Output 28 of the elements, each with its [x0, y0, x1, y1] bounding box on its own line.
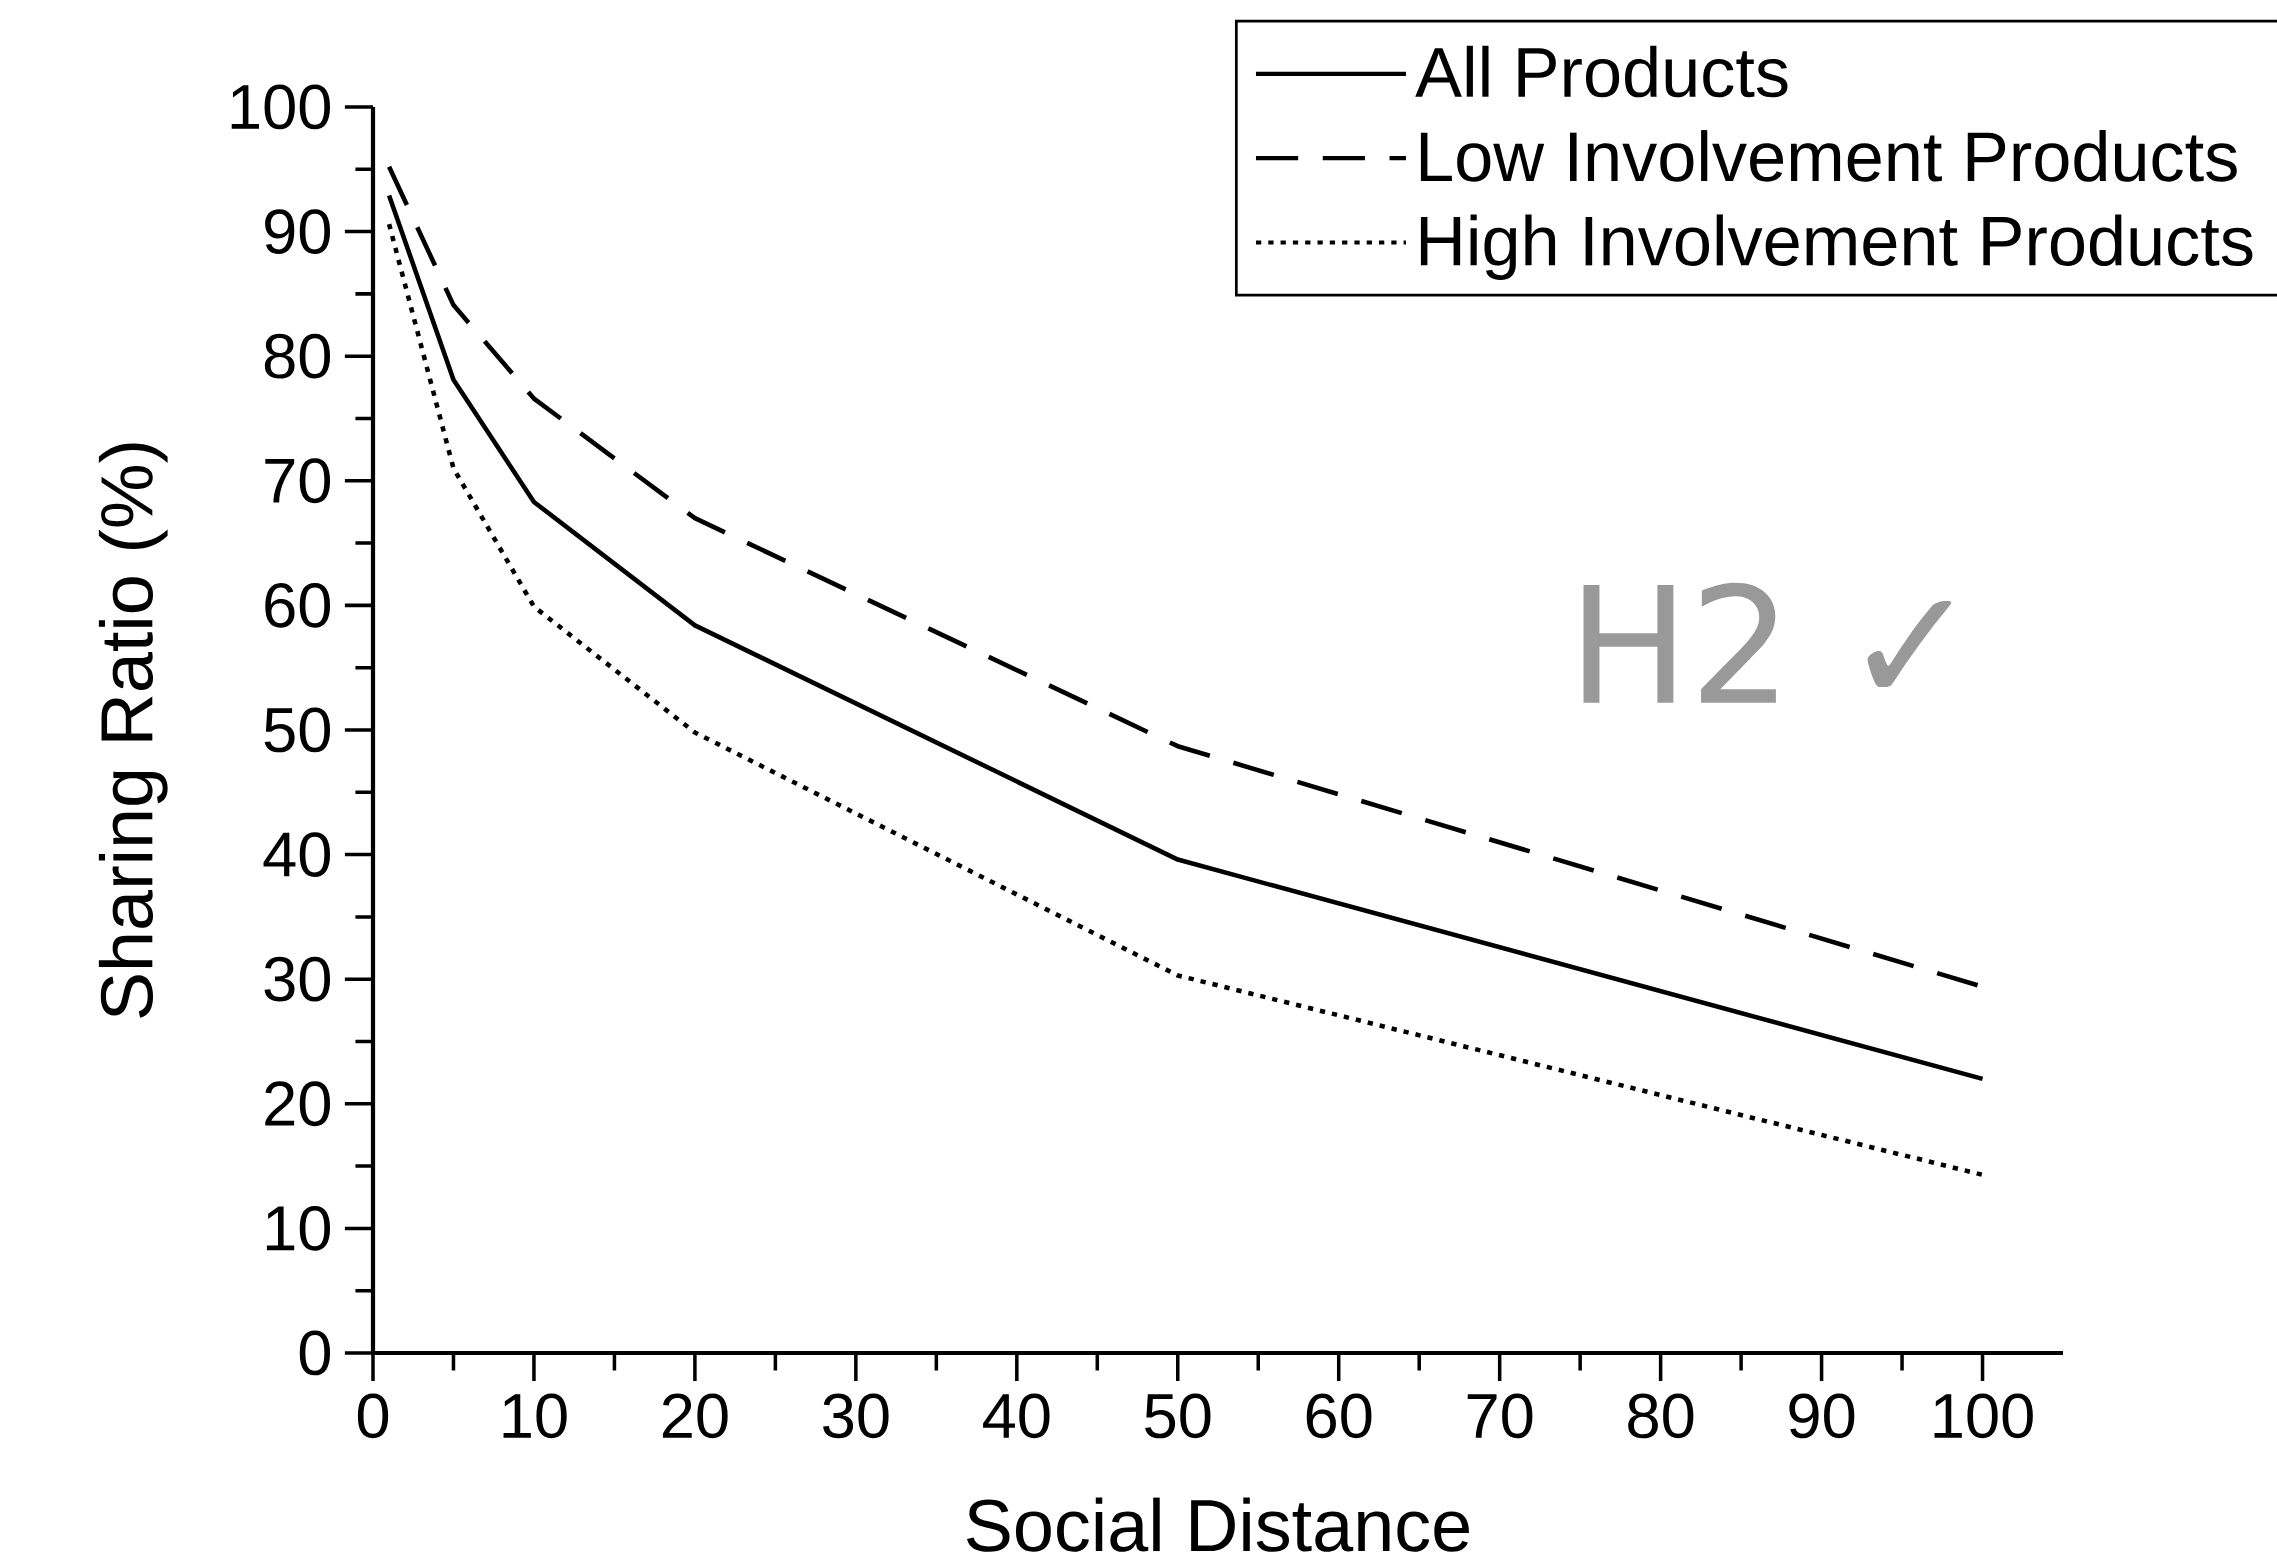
x-tick-label: 60	[1306, 1393, 1372, 1439]
x-tick-label: 30	[823, 1393, 889, 1439]
y-tick-label: 90	[265, 209, 331, 254]
y-tick-label: 60	[265, 582, 331, 628]
x-tick-label: 10	[503, 1393, 567, 1439]
legend-label: High Involvement Products	[1420, 214, 2253, 280]
y-tick-label: 0	[299, 1330, 331, 1376]
x-tick-label: 90	[1789, 1393, 1855, 1439]
legend-label: All Products	[1415, 45, 1788, 98]
annotation: H2 ✓	[1583, 582, 1952, 703]
y-tick-label: 30	[264, 956, 331, 1002]
x-tick-label: 20	[662, 1393, 728, 1439]
y-tick-label: 20	[265, 1081, 331, 1127]
x-tick-label: 70	[1467, 1393, 1533, 1439]
x-axis-title: Social Distance	[967, 1497, 1469, 1552]
y-tick-label: 10	[266, 1205, 331, 1251]
x-tick-label: 50	[1145, 1393, 1211, 1439]
x-tick-label: 100	[1934, 1393, 2033, 1439]
y-tick-label: 40	[263, 832, 331, 877]
y-axis-title: Sharing Ratio (%)	[98, 443, 168, 1018]
y-tick-label: 100	[231, 84, 330, 130]
y-tick-label: 80	[264, 333, 331, 379]
y-tick-label: 50	[264, 707, 331, 753]
legend-label: Low Involvement Products	[1420, 130, 2237, 182]
x-tick-label: 0	[357, 1393, 389, 1439]
x-tick-label: 40	[983, 1393, 1050, 1439]
y-tick-label: 70	[265, 458, 331, 504]
x-tick-label: 80	[1628, 1393, 1694, 1439]
